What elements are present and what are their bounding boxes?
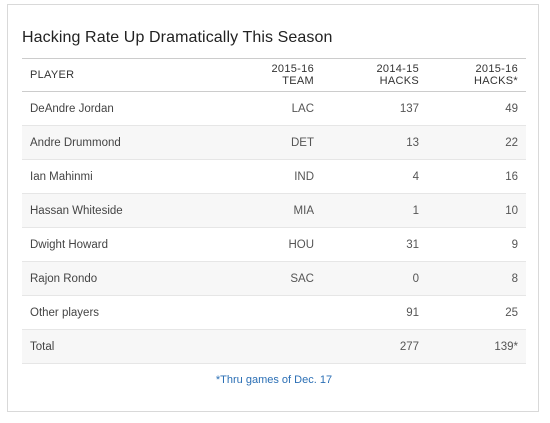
player-cell: Ian Mahinmi (30, 170, 93, 183)
hacks-2014-15-cell: 137 (399, 102, 419, 115)
column-header-hacks-2014-15-line1: 2014-15 (376, 63, 419, 75)
hacks-2015-16-cell: 49 (505, 102, 518, 115)
table-header: PLAYER 2015-16 TEAM 2014-15 HACKS 2015-1… (22, 58, 526, 92)
column-header-team-line1: 2015-16 (271, 63, 314, 75)
hacks-2014-15-cell: 4 (412, 170, 419, 183)
table-title: Hacking Rate Up Dramatically This Season (22, 29, 333, 46)
hacks-2015-16-cell: 10 (505, 204, 518, 217)
table-row: Other players 91 25 (22, 296, 526, 330)
player-cell: Hassan Whiteside (30, 204, 123, 217)
team-cell: SAC (290, 272, 314, 285)
table-row-total: Total 277 139* (22, 329, 526, 364)
hacks-2015-16-cell: 9 (511, 238, 518, 251)
player-cell: Rajon Rondo (30, 272, 98, 285)
column-header-hacks-2015-16-line1: 2015-16 (475, 63, 518, 75)
hacks-2014-15-cell: 13 (406, 136, 419, 149)
table-row: Dwight Howard HOU 31 9 (22, 228, 526, 262)
player-cell: Dwight Howard (30, 238, 108, 251)
player-cell: DeAndre Jordan (30, 102, 114, 115)
table-row: Andre Drummond DET 13 22 (22, 125, 526, 160)
hacks-2015-16-cell: 8 (511, 272, 518, 285)
table-row: Rajon Rondo SAC 0 8 (22, 261, 526, 296)
column-header-hacks-2015-16: 2015-16 HACKS* (427, 59, 526, 92)
table-card: Hacking Rate Up Dramatically This Season… (7, 4, 539, 412)
hacks-table: PLAYER 2015-16 TEAM 2014-15 HACKS 2015-1… (22, 58, 526, 364)
column-header-team-line2: TEAM (282, 75, 314, 87)
table-row: DeAndre Jordan LAC 137 49 (22, 92, 526, 126)
footnote: *Thru games of Dec. 17 (215, 374, 333, 386)
hacks-2015-16-cell: 16 (505, 170, 518, 183)
team-cell: IND (294, 170, 314, 183)
column-header-hacks-2014-15: 2014-15 HACKS (322, 59, 427, 92)
table-row: Hassan Whiteside MIA 1 10 (22, 193, 526, 228)
player-cell: Andre Drummond (30, 136, 121, 149)
header-row: PLAYER 2015-16 TEAM 2014-15 HACKS 2015-1… (22, 58, 526, 92)
hacks-2014-15-cell: 1 (412, 204, 419, 217)
team-cell (227, 296, 322, 330)
column-header-hacks-2015-16-line2: HACKS* (474, 75, 518, 87)
hacks-2014-15-cell: 0 (412, 272, 419, 285)
hacks-2015-16-cell: 139* (494, 340, 518, 353)
hacks-2014-15-cell: 277 (399, 340, 419, 353)
team-cell: LAC (291, 102, 314, 115)
player-cell: Other players (30, 306, 100, 319)
column-header-player: PLAYER (22, 59, 227, 92)
player-cell: Total (30, 340, 55, 353)
column-header-team: 2015-16 TEAM (227, 59, 322, 92)
column-header-player-label: PLAYER (30, 69, 75, 81)
hacks-2014-15-cell: 31 (406, 238, 419, 251)
hacks-2015-16-cell: 22 (505, 136, 518, 149)
table-row: Ian Mahinmi IND 4 16 (22, 160, 526, 194)
team-cell (227, 330, 322, 364)
table-body: DeAndre Jordan LAC 137 49 Andre Drummond… (22, 92, 526, 364)
team-cell: DET (291, 136, 314, 149)
hacks-2015-16-cell: 25 (505, 306, 518, 319)
team-cell: HOU (288, 238, 314, 251)
team-cell: MIA (293, 204, 314, 217)
hacks-2014-15-cell: 91 (406, 306, 419, 319)
column-header-hacks-2014-15-line2: HACKS (379, 75, 419, 87)
